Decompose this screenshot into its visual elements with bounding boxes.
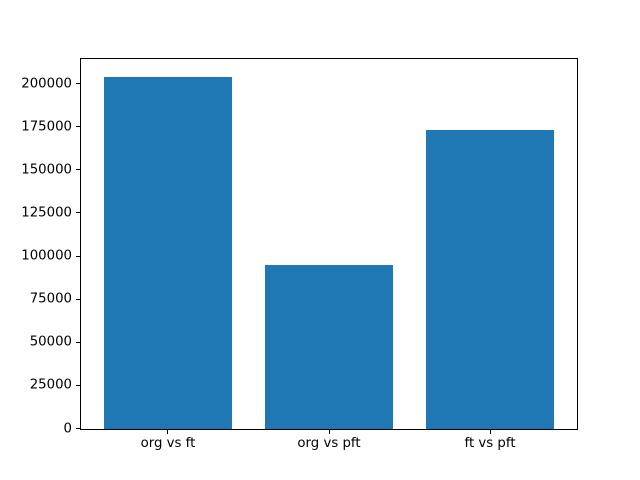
y-axis-tick [76, 212, 80, 214]
y-tick-label: 50000 [29, 334, 72, 350]
x-axis-tick [489, 429, 491, 434]
x-tick-label: org vs ft [140, 435, 196, 451]
y-axis-tick [76, 428, 80, 430]
y-tick-label: 125000 [21, 205, 72, 221]
x-axis-tick [328, 429, 330, 434]
y-tick-label: 25000 [29, 377, 72, 393]
y-tick-label: 175000 [21, 118, 72, 134]
y-tick-label: 75000 [29, 291, 72, 307]
y-axis-tick [76, 169, 80, 171]
x-axis-tick [167, 429, 169, 434]
y-tick-label: 100000 [21, 248, 72, 264]
y-tick-label: 200000 [21, 75, 72, 91]
y-axis-tick [76, 126, 80, 128]
y-axis-tick [76, 83, 80, 84]
y-tick-label: 0 [63, 420, 72, 436]
y-axis-tick [76, 341, 80, 343]
y-tick-label: 150000 [21, 162, 72, 178]
x-tick-label: org vs pft [297, 435, 361, 451]
bar-org-vs-ft [103, 76, 233, 429]
plot-area: 0 25000 50000 75000 100000 125000 150000 175000… [21, 58, 578, 450]
bar-org-vs-pft [264, 264, 394, 429]
bar-ft-vs-pft [425, 130, 555, 429]
y-axis-tick [76, 298, 80, 300]
y-axis-tick [76, 255, 80, 257]
x-tick-label: ft vs pft [464, 435, 516, 451]
y-axis-tick [76, 384, 80, 386]
